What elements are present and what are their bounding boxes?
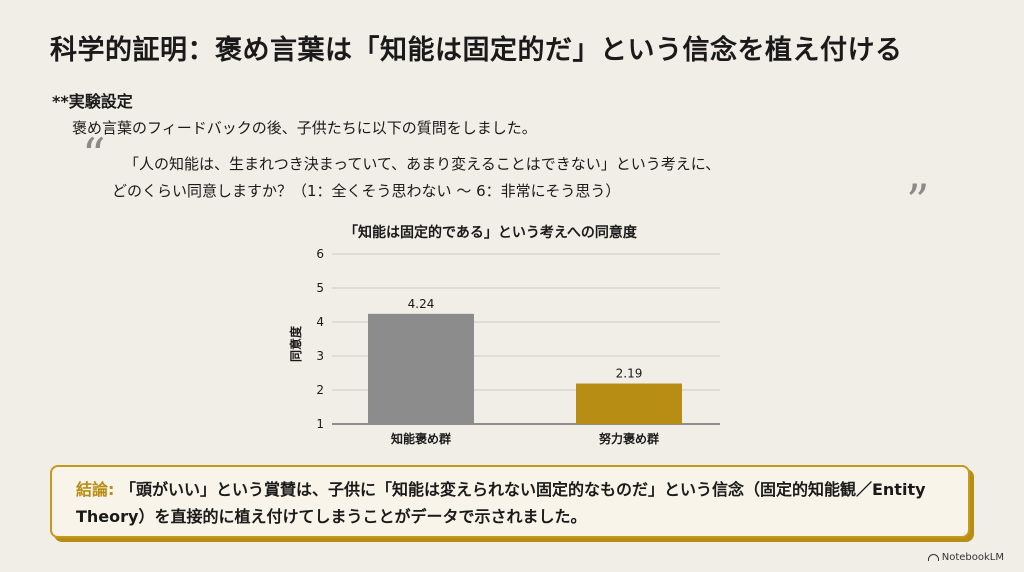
y-tick-label: 3 — [316, 349, 324, 363]
conclusion-label: 結論: — [76, 480, 115, 499]
brand-logo: NotebookLM — [927, 552, 1004, 563]
bar-value-label: 4.24 — [408, 297, 435, 311]
bar-value-label: 2.19 — [616, 367, 643, 381]
x-tick-label: 努力褒め群 — [599, 431, 659, 446]
y-axis-label: 同意度 — [288, 325, 303, 362]
setup-text: 褒め言葉のフィードバックの後、子供たちに以下の質問をしました。 — [72, 119, 537, 137]
chart-bars: 4.24 2.19 — [368, 297, 682, 424]
open-quote-icon: “ — [82, 128, 106, 182]
bar-chart: 1 2 3 4 5 6 4.24 2.19 知能褒め群 努力褒め群 同意度 — [288, 247, 720, 446]
y-tick-label: 4 — [316, 315, 324, 329]
close-quote-icon: ” — [906, 174, 930, 228]
y-axis-ticks: 1 2 3 4 5 6 — [316, 247, 324, 431]
x-tick-label: 知能褒め群 — [390, 431, 451, 446]
brand-name: NotebookLM — [941, 552, 1004, 563]
y-tick-label: 2 — [316, 383, 324, 397]
slide-title: 科学的証明：褒め言葉は「知能は固定的だ」という信念を植え付ける — [50, 35, 903, 66]
y-tick-label: 1 — [316, 417, 324, 431]
bar-1 — [368, 313, 474, 424]
bar-2 — [576, 383, 682, 424]
x-axis-labels: 知能褒め群 努力褒め群 — [390, 431, 659, 446]
setup-heading: **実験設定 — [52, 92, 133, 111]
y-tick-label: 5 — [316, 281, 324, 295]
quote-line-2: どのくらい同意しますか？（1：全くそう思わない 〜 6：非常にそう思う） — [112, 182, 621, 200]
y-tick-label: 6 — [316, 247, 324, 261]
chart-title: 「知能は固定的である」という考えへの同意度 — [344, 225, 637, 241]
conclusion-box: 結論: 「頭がいい」という賞賛は、子供に「知能は変えられない固定的なものだ」とい… — [50, 465, 970, 538]
quote-line-1: 「人の知能は、生まれつき決まっていて、あまり変えることはできない」という考えに、 — [124, 155, 721, 173]
notebooklm-icon — [927, 554, 939, 561]
conclusion-text: 「頭がいい」という賞賛は、子供に「知能は変えられない固定的なものだ」という信念（… — [76, 480, 926, 526]
